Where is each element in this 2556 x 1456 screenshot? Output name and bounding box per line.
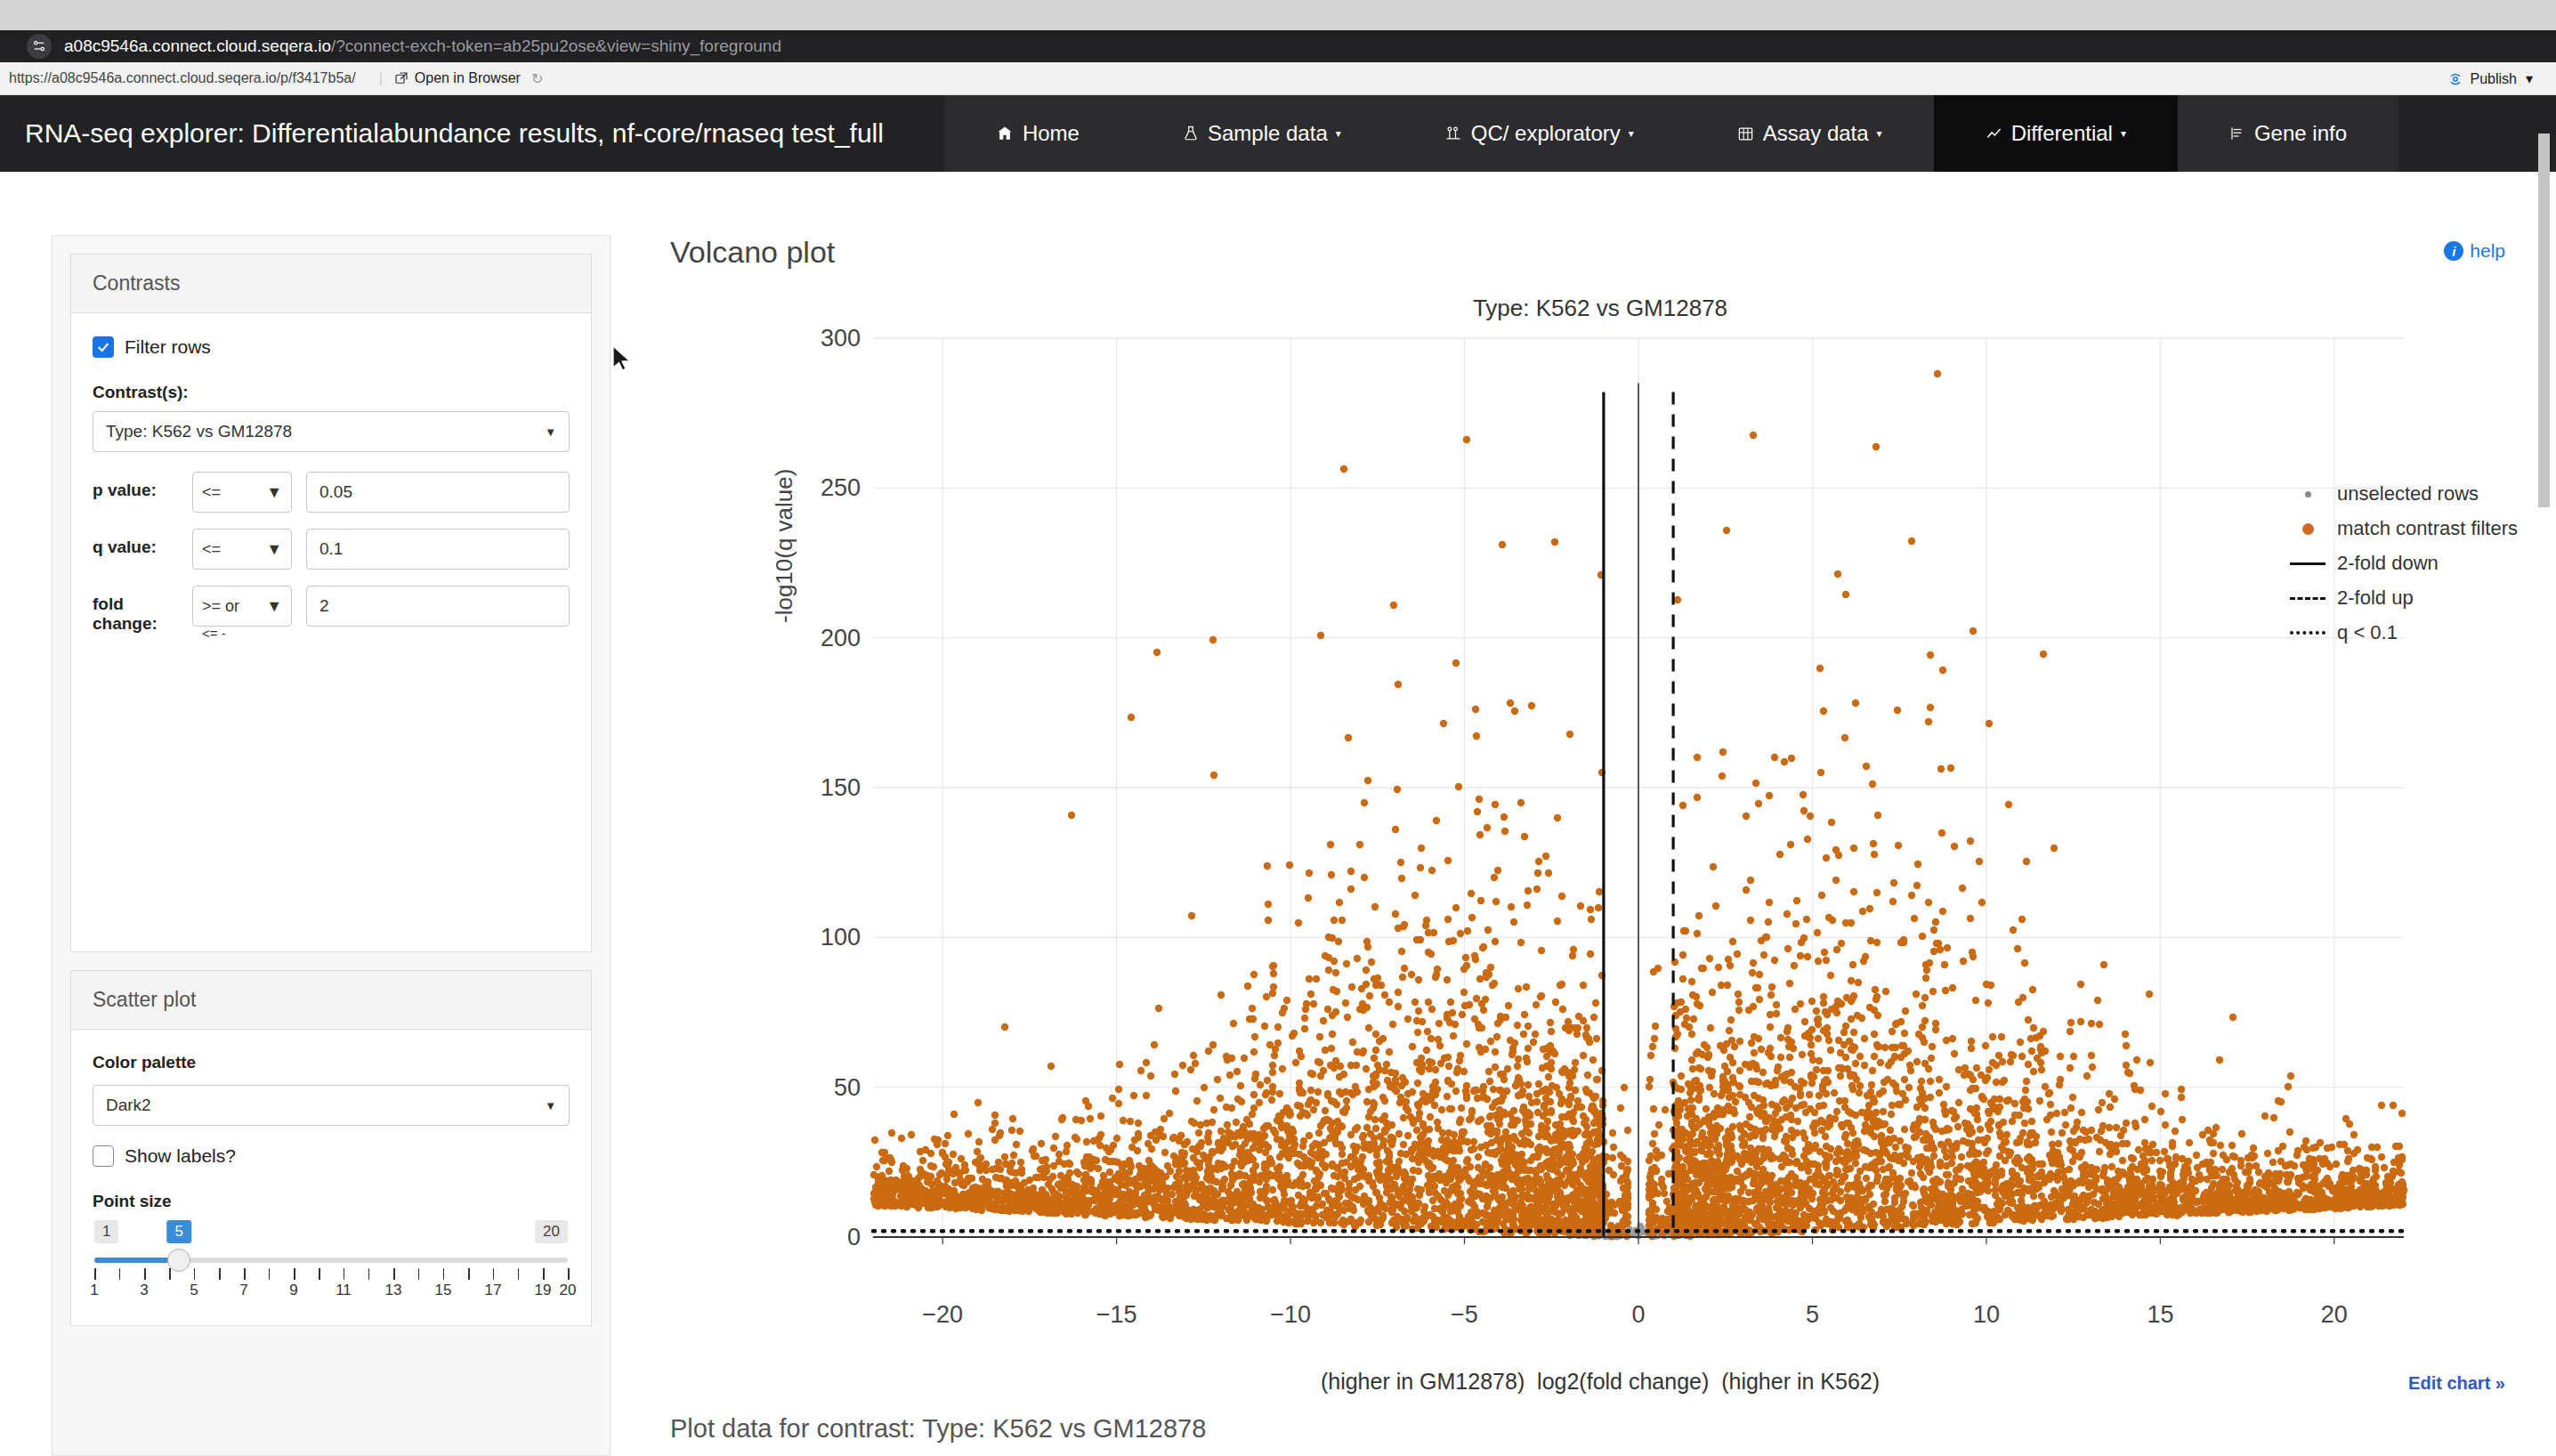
svg-text:−20: −20 <box>922 1301 963 1328</box>
svg-text:15: 15 <box>2147 1301 2173 1328</box>
svg-text:−5: −5 <box>1451 1301 1478 1328</box>
svg-text:0: 0 <box>1631 1301 1645 1328</box>
svg-text:100: 100 <box>820 924 860 950</box>
svg-text:250: 250 <box>820 474 860 501</box>
svg-text:200: 200 <box>820 625 860 651</box>
svg-text:0: 0 <box>846 1224 860 1250</box>
svg-text:−15: −15 <box>1096 1301 1136 1328</box>
svg-text:20: 20 <box>2320 1301 2347 1328</box>
svg-text:−10: −10 <box>1270 1301 1311 1328</box>
svg-text:50: 50 <box>833 1074 860 1101</box>
svg-text:5: 5 <box>1805 1301 1818 1328</box>
svg-text:300: 300 <box>820 329 860 352</box>
svg-text:150: 150 <box>820 774 860 801</box>
svg-text:10: 10 <box>1972 1301 1999 1328</box>
